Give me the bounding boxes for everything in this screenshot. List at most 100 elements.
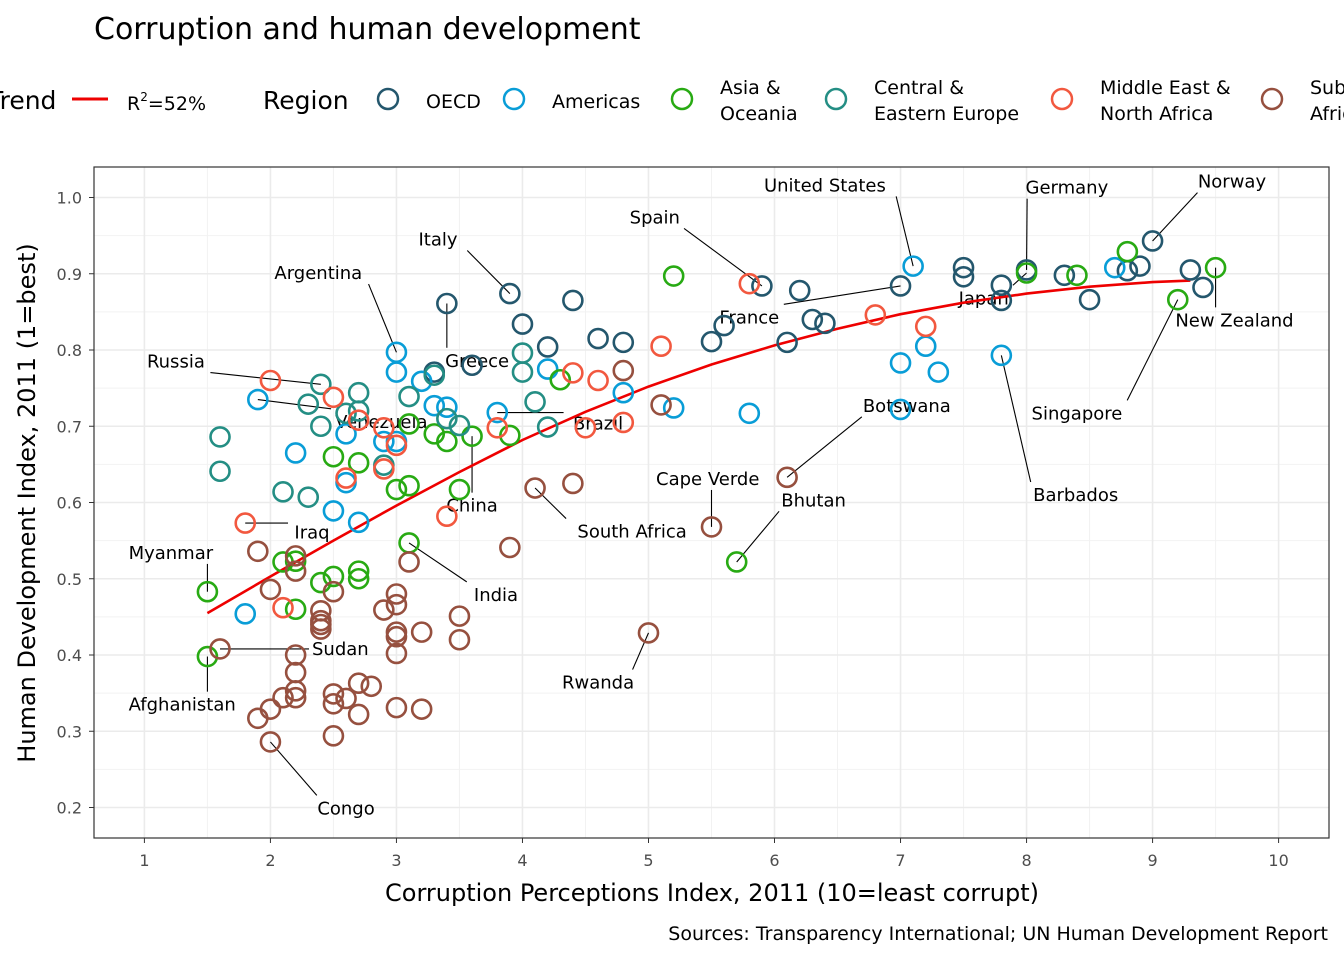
point-cee — [423, 364, 446, 386]
legend-marker-mena — [1050, 87, 1074, 111]
legend-item-cee: Central & Eastern Europe — [824, 77, 1019, 125]
x-tick-label: 6 — [769, 851, 779, 870]
legend: Trend R2=52% Region OECD Americas Asia &Oc… — [0, 77, 1344, 125]
point-ssa — [385, 593, 408, 616]
point-americas — [410, 370, 433, 393]
point-americas — [347, 511, 370, 534]
y-tick-label: 0.3 — [57, 722, 82, 741]
point-mena — [436, 505, 458, 528]
region-legend: Region OECD Americas Asia & Oceania Central … — [263, 77, 1344, 125]
point-mena — [562, 362, 584, 384]
point-americas — [536, 358, 559, 380]
leader-line-germany — [1026, 198, 1028, 270]
y-tick-label: 0.2 — [57, 799, 82, 818]
point-ssa — [335, 687, 357, 710]
point-mena — [272, 596, 294, 619]
point-oecd — [814, 312, 836, 335]
point-americas — [889, 352, 912, 374]
legend-label-oecd: OECD — [426, 91, 481, 113]
point-americas — [1103, 256, 1126, 279]
label-italy: Italy — [419, 230, 458, 251]
point-asia — [1204, 256, 1227, 279]
leader-line-botswana — [786, 416, 863, 478]
point-mena — [347, 409, 370, 431]
x-tick-label: 7 — [895, 851, 905, 870]
trend-line — [206, 279, 1191, 615]
point-asia — [1066, 264, 1088, 287]
point-asia — [322, 565, 345, 588]
point-oecd — [1192, 276, 1214, 299]
legend-label-ssa: Sub-Africa — [1310, 77, 1344, 125]
point-cee — [448, 414, 471, 437]
point-ssa — [322, 725, 345, 747]
point-oecd — [1129, 255, 1151, 277]
point-ssa — [385, 642, 408, 665]
trend-legend: Trend R2=52% — [0, 86, 206, 115]
point-ssa — [637, 622, 660, 644]
label-india: India — [474, 585, 518, 606]
x-tick-label: 8 — [1021, 851, 1031, 870]
point-oecd — [788, 279, 811, 302]
point-americas — [247, 388, 269, 411]
legend-marker-americas — [502, 87, 526, 111]
point-ssa — [612, 359, 635, 382]
point-americas — [662, 397, 685, 419]
label-united-states: United States — [764, 175, 886, 196]
legend-item-oecd: OECD — [376, 87, 481, 113]
point-asia — [461, 425, 483, 447]
leader-line-south-africa — [534, 487, 567, 519]
point-ssa — [360, 675, 383, 698]
point-oecd — [1053, 264, 1076, 287]
point-ssa — [410, 621, 433, 643]
point-oecd — [499, 282, 521, 305]
legend-marker-cee — [824, 87, 848, 111]
x-tick-label: 5 — [643, 851, 653, 870]
point-asia — [196, 580, 219, 603]
point-cee — [347, 400, 370, 422]
point-cee — [524, 391, 546, 413]
point-oecd — [990, 289, 1013, 312]
legend-item-ssa: Sub-Africa — [1260, 77, 1344, 125]
point-ssa — [448, 628, 471, 651]
point-americas — [284, 442, 307, 464]
point-mena — [234, 512, 257, 534]
series-oecd — [423, 230, 1214, 383]
point-cee — [297, 393, 320, 415]
label-argentina: Argentina — [274, 263, 362, 284]
point-mena — [385, 434, 408, 457]
point-oecd — [751, 275, 773, 297]
point-ssa — [776, 466, 798, 489]
point-asia — [385, 478, 408, 501]
point-ssa — [284, 644, 307, 666]
data-points — [196, 230, 1227, 753]
point-cee — [436, 407, 458, 430]
point-asia — [1015, 262, 1038, 284]
point-asia — [347, 567, 370, 590]
point-ssa — [398, 551, 420, 573]
legend-item-americas: Americas — [502, 87, 640, 113]
point-ssa — [247, 540, 269, 563]
point-mena — [914, 315, 937, 338]
point-asia — [1116, 240, 1139, 263]
point-americas — [927, 361, 950, 383]
trend-legend-label: R2=52% — [127, 90, 206, 115]
point-oecd — [700, 330, 723, 353]
point-oecd — [562, 289, 584, 312]
point-ssa — [385, 696, 408, 719]
point-mena — [650, 335, 672, 357]
point-ssa — [562, 472, 584, 495]
point-ssa — [322, 580, 345, 603]
y-tick-label: 0.7 — [57, 417, 82, 436]
label-china: China — [446, 496, 497, 517]
point-americas — [385, 361, 408, 383]
legend-marker-asia — [670, 87, 694, 111]
point-oecd — [801, 308, 824, 331]
point-ssa — [322, 692, 345, 715]
point-ssa — [373, 599, 395, 621]
y-tick-label: 0.9 — [57, 265, 82, 284]
label-russia: Russia — [147, 352, 205, 373]
point-oecd — [952, 256, 975, 279]
legend-item-asia: Asia & Oceania — [670, 77, 798, 125]
point-mena — [574, 416, 597, 439]
y-tick-label: 1.0 — [57, 189, 82, 208]
